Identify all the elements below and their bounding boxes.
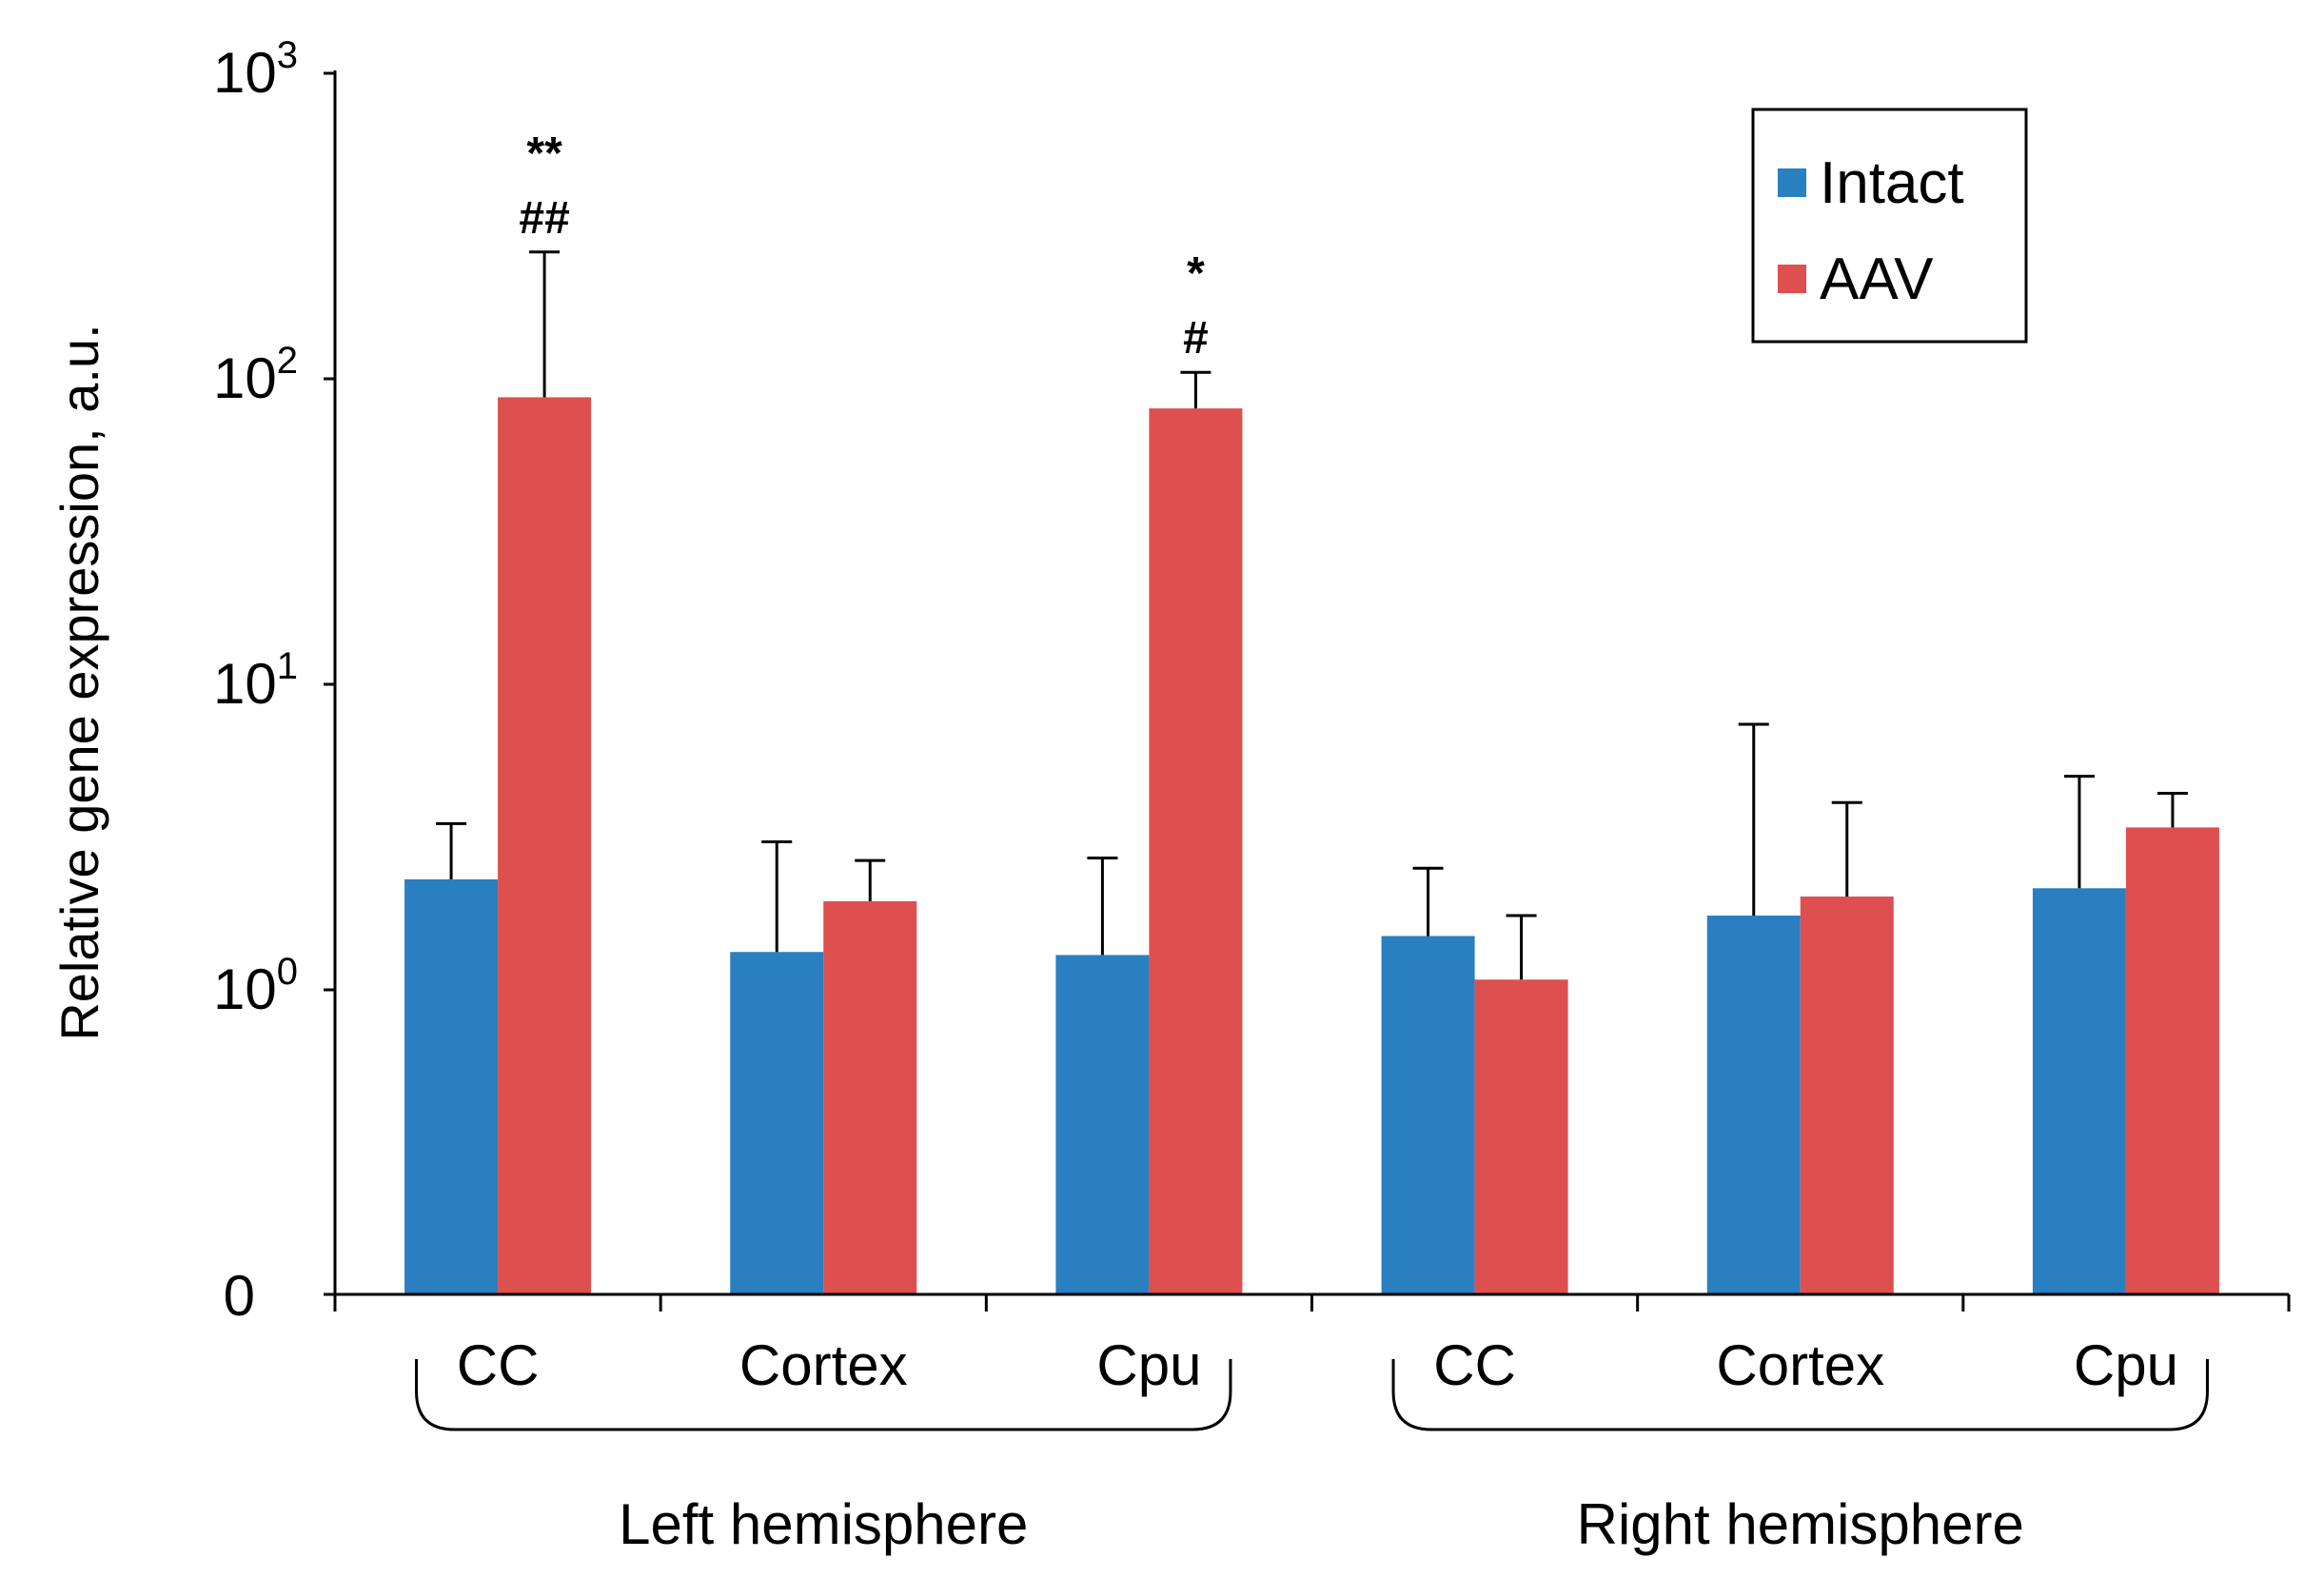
legend-label-intact: Intact [1820,150,1964,216]
group-brackets-layer: Left hemisphere Right hemisphere [415,1359,2209,1556]
x-tick-label-4: Cortex [1716,1333,1884,1397]
legend-swatch-aav [1778,265,1806,293]
bar-aav-5 [2125,827,2219,1294]
x-tick-label-1: Cortex [739,1333,908,1397]
bar-aav-2 [1149,408,1243,1294]
y-ticks-layer: 100 101 102 103 0 [213,34,335,1328]
bar-aav-1 [823,900,917,1294]
significance-layer: ** ## * # [519,128,1208,364]
x-tick-label-3: CC [1433,1333,1516,1397]
y-tick-label-3: 103 [213,34,298,105]
y-tick-label-zero: 0 [224,1264,255,1328]
legend: Intact AAV [1751,108,2028,344]
group-label-1: Right hemisphere [1577,1492,2024,1556]
y-axis-label: Relative gene expression, a.u. [49,324,109,1040]
error-bars-layer [436,250,2188,980]
bar-intact-5 [2032,888,2126,1294]
bar-intact-2 [1055,955,1150,1294]
bar-aav-3 [1474,979,1568,1294]
y-tick-label-0: 100 [213,951,298,1021]
significance-mark-1-0: * [1187,248,1205,299]
y-tick-label-1: 101 [213,645,298,716]
group-label-0: Left hemisphere [619,1492,1028,1556]
bar-intact-3 [1381,936,1475,1294]
group-bracket-1 [1391,1359,2209,1431]
x-ticks-layer: CC Cortex Cpu CC Cortex Cpu [333,1294,2291,1397]
legend-box [1751,108,2028,344]
legend-label-aav: AAV [1820,247,1934,312]
x-tick-label-2: Cpu [1096,1333,1201,1397]
group-bracket-0 [415,1359,1232,1431]
significance-mark-0-0: ** [526,128,562,179]
significance-mark-0-1: ## [519,193,569,244]
legend-swatch-intact [1778,168,1806,197]
x-tick-label-5: Cpu [2074,1333,2178,1397]
bar-intact-4 [1706,915,1801,1294]
x-tick-label-0: CC [457,1333,540,1397]
bar-aav-0 [498,397,592,1294]
bar-intact-1 [730,952,824,1294]
bar-intact-0 [404,878,499,1294]
y-tick-label-2: 102 [213,340,298,410]
bar-aav-4 [1800,896,1894,1294]
significance-mark-1-1: # [1183,313,1209,364]
bars-layer [404,397,2219,1294]
